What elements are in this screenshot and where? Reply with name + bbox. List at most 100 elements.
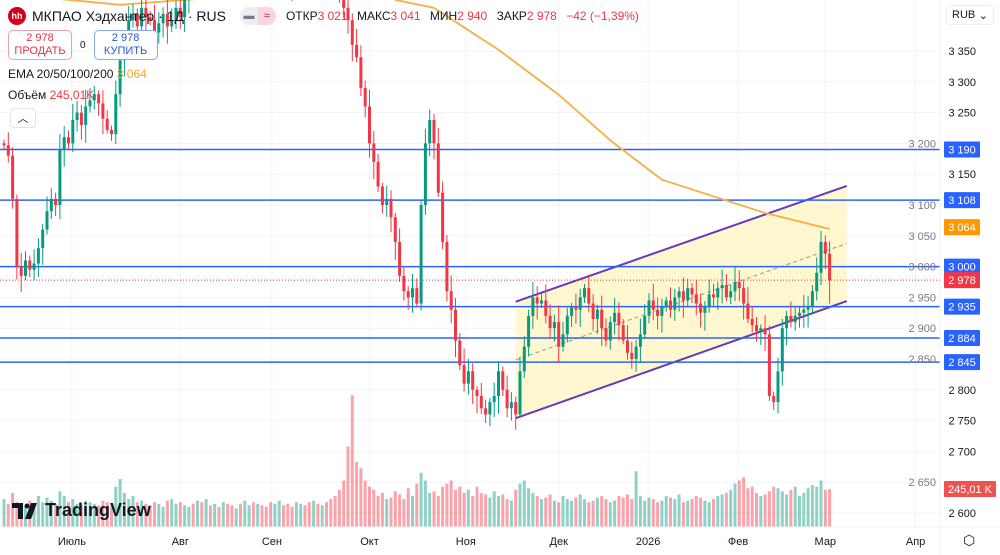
tradingview-logo[interactable]: TradingView — [12, 500, 151, 521]
volume-bar — [118, 478, 122, 527]
candle-body — [165, 14, 169, 27]
candle-body — [798, 312, 801, 316]
volume-bar — [600, 496, 604, 527]
volume-bar — [97, 505, 101, 527]
candle-body — [415, 288, 419, 304]
symbol-title[interactable]: МКПАО Хэдхантер · 1Д · RUS — [32, 8, 226, 24]
volume-bar — [669, 497, 672, 527]
volume-bar — [342, 480, 346, 527]
candle-body — [359, 57, 363, 88]
volume-bar — [595, 497, 599, 527]
approx-icon[interactable]: ≈ — [257, 7, 276, 25]
candle-body — [565, 315, 569, 335]
candle-body — [398, 241, 402, 276]
volume-bar — [183, 505, 187, 527]
volume-bar — [570, 500, 574, 527]
candle-body — [376, 161, 380, 187]
price-tick-label: 3 050 — [908, 231, 936, 243]
volume-bar — [613, 500, 617, 527]
candle-body — [466, 371, 470, 384]
candle-body — [101, 103, 105, 119]
candle-body — [527, 315, 531, 347]
price-tick-label: 2 650 — [908, 477, 936, 489]
price-tick-label: 2 700 — [948, 446, 976, 458]
candle-body — [97, 94, 101, 104]
candle-body — [750, 318, 754, 326]
candle-body — [733, 282, 737, 292]
candle-body — [54, 198, 58, 205]
collapse-legend-button[interactable]: ︿ — [10, 108, 36, 128]
candle-body — [522, 346, 526, 372]
price-tick-label: 3 150 — [948, 169, 976, 181]
candle-body — [785, 315, 789, 329]
chart-mode-toggle[interactable]: ▬ ≈ — [239, 7, 276, 25]
candle-body — [411, 288, 414, 298]
candle-body — [763, 328, 767, 335]
volume-bar — [290, 506, 294, 527]
volume-bar — [707, 502, 711, 527]
level-price-tag-bg — [944, 192, 980, 209]
candle-body — [819, 241, 823, 273]
candle-body — [79, 112, 83, 125]
volume-bar — [565, 499, 569, 527]
volume-bar — [101, 500, 105, 527]
time-tick-label: Дек — [550, 536, 569, 548]
candle-body — [75, 112, 79, 120]
volume-bar — [226, 503, 230, 527]
volume-indicator[interactable]: Объём 245,01K — [8, 88, 645, 102]
volume-bar — [540, 499, 543, 527]
volume-value: 245,01K — [49, 88, 95, 102]
volume-bar — [677, 494, 681, 527]
sell-button[interactable]: 2 978 ПРОДАТЬ — [8, 30, 72, 60]
volume-bar — [217, 506, 221, 527]
candle-body — [436, 143, 440, 193]
candle-body — [660, 306, 664, 316]
candle-body — [686, 288, 690, 301]
level-price-tag-bg — [944, 330, 980, 347]
candle-body — [32, 263, 36, 270]
volume-bar — [359, 468, 363, 527]
candle-body — [148, 17, 152, 21]
candle-body — [531, 297, 535, 316]
candle-body — [372, 143, 376, 162]
candle-body — [780, 328, 784, 372]
volume-bar — [402, 499, 406, 527]
last-price-tag-bg — [944, 272, 980, 289]
currency-select[interactable]: RUB ⌄ — [946, 5, 994, 25]
candle-body — [647, 300, 651, 316]
candle-body — [707, 294, 711, 307]
candle-body — [828, 253, 832, 281]
candle-body — [441, 192, 445, 242]
volume-bar — [767, 491, 771, 527]
volume-bar — [643, 500, 647, 527]
volume-bar — [75, 503, 79, 527]
volume-bar — [441, 486, 445, 527]
candle-body — [15, 198, 19, 267]
volume-bar — [651, 499, 655, 527]
high-label: МАКС — [356, 9, 391, 23]
ohlc-values: ОТКР3 021 МАКС3 041 МИН2 940 ЗАКР2 978 −… — [286, 9, 645, 23]
settings-icon[interactable]: ⬡ — [963, 532, 976, 548]
volume-bar — [230, 505, 234, 527]
spread: 0 — [80, 39, 86, 51]
price-tick-label: 3 200 — [908, 138, 936, 150]
volume-bar — [380, 492, 384, 527]
volume-bar — [810, 485, 814, 527]
volume-bar — [729, 489, 733, 527]
buy-button[interactable]: 2 978 КУПИТЬ — [93, 30, 158, 60]
candle-body — [497, 371, 500, 396]
volume-bar — [574, 497, 578, 527]
minus-icon[interactable]: ▬ — [239, 7, 258, 25]
volume-bar — [518, 483, 522, 527]
candle-body — [428, 119, 432, 144]
candle-body — [776, 371, 780, 403]
volume-bar — [626, 494, 629, 527]
volume-bar — [79, 505, 83, 527]
candle-body — [419, 205, 423, 304]
candle-body — [454, 309, 457, 341]
volume-bar — [234, 508, 238, 527]
ema-indicator[interactable]: EMA 20/50/100/200 3 064 — [8, 67, 645, 81]
candle-body — [105, 118, 109, 130]
candle-body — [514, 402, 518, 415]
